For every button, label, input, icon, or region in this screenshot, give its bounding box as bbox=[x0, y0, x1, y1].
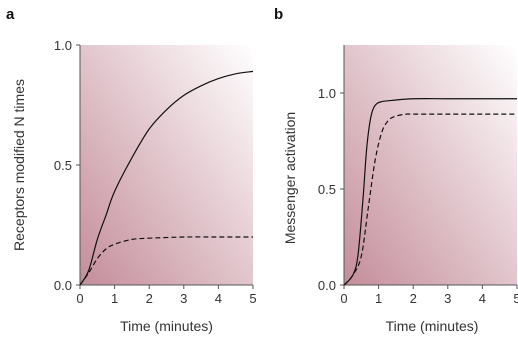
panel-a-y-tick-label: 1.0 bbox=[54, 38, 72, 53]
panel-a-title: a bbox=[6, 6, 15, 23]
panel-b-x-tick-label: 4 bbox=[479, 291, 486, 306]
panel-b-y-axis-label: Messenger activation bbox=[282, 112, 298, 244]
panel-a-x-tick-label: 0 bbox=[76, 291, 83, 306]
panel-a-x-tick-label: 3 bbox=[180, 291, 187, 306]
panel-a-lines bbox=[79, 70, 254, 286]
panel-a-axes: 0 1 2 3 4 5 0.0 0.5 1.0 bbox=[54, 38, 257, 306]
panel-a-x-tick-label: 5 bbox=[249, 291, 256, 306]
panel-b-x-tick-label: 5 bbox=[513, 291, 518, 306]
panel-b-x-tick-label: 1 bbox=[375, 291, 382, 306]
panel-b-y-tick-label: 1.0 bbox=[318, 86, 336, 101]
panel-b-dashed-line bbox=[343, 113, 517, 286]
panel-b: b 0 1 2 3 4 5 0.0 0.5 1.0 Time (minutes) Messeng… bbox=[274, 6, 518, 334]
panel-b-lines bbox=[343, 98, 517, 286]
panel-b-y-tick-label: 0.0 bbox=[318, 278, 336, 293]
panel-a-solid-line bbox=[79, 70, 254, 286]
panel-b-x-tick-label: 3 bbox=[444, 291, 451, 306]
panel-a-y-axis-label: Receptors modified N times bbox=[11, 79, 27, 251]
panel-b-axes: 0 1 2 3 4 5 0.0 0.5 1.0 bbox=[318, 45, 518, 306]
panel-b-x-axis-label: Time (minutes) bbox=[386, 318, 479, 334]
panel-b-title: b bbox=[274, 6, 283, 23]
panel-a-y-tick-label: 0.5 bbox=[54, 158, 72, 173]
panel-a-x-axis-label: Time (minutes) bbox=[120, 318, 213, 334]
panel-b-x-tick-label: 2 bbox=[410, 291, 417, 306]
panel-b-y-tick-label: 0.5 bbox=[318, 182, 336, 197]
panel-a-y-tick-label: 0.0 bbox=[54, 278, 72, 293]
panel-a-plot-area bbox=[80, 45, 253, 285]
panel-b-solid-line bbox=[343, 98, 517, 286]
panel-a-x-tick-label: 2 bbox=[146, 291, 153, 306]
panel-a-x-tick-label: 1 bbox=[111, 291, 118, 306]
panel-a: a 0 1 2 3 4 5 0.0 0.5 1.0 Time (minutes) Recepto… bbox=[6, 6, 257, 334]
panel-a-x-tick-label: 4 bbox=[215, 291, 222, 306]
panel-b-x-tick-label: 0 bbox=[340, 291, 347, 306]
panel-b-plot-area bbox=[344, 45, 517, 285]
